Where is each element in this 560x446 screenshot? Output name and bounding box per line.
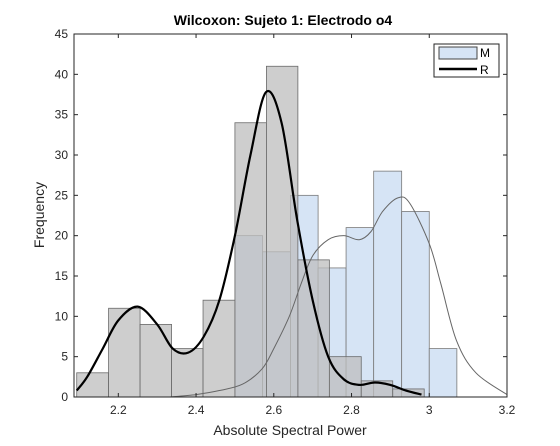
y-tick-label: 45 (55, 27, 69, 41)
series-r-bar-5 (234, 122, 267, 398)
series-m-bar-7 (428, 348, 458, 398)
y-axis-ticks: 0 5 10 15 20 25 30 35 40 45 (55, 27, 507, 404)
x-axis-label: Absolute Spectral Power (213, 422, 367, 438)
y-tick-label: 15 (55, 269, 69, 283)
y-tick-label: 40 (55, 67, 69, 81)
y-tick-label: 20 (55, 229, 69, 243)
x-tick-label: 2.4 (188, 403, 205, 417)
x-tick-label: 3 (426, 403, 433, 417)
legend-label-m: M (480, 46, 490, 60)
series-r-bar-6 (266, 65, 299, 398)
y-tick-label: 25 (55, 188, 69, 202)
plot-area (75, 65, 508, 398)
y-tick-label: 0 (61, 390, 68, 404)
y-tick-label: 35 (55, 108, 69, 122)
y-axis-label: Frequency (31, 182, 47, 248)
series-r-density-curve (75, 89, 422, 396)
axes: 2.2 2.4 2.6 2.8 3 3.2 0 5 10 15 20 25 30 35 40 45 (55, 27, 516, 417)
x-tick-label: 2.2 (110, 403, 127, 417)
legend-label-r: R (480, 63, 489, 77)
series-r-bar-7 (297, 259, 330, 398)
chart-title: Wilcoxon: Sujeto 1: Electrodo o4 (174, 12, 393, 28)
axes-box (73, 33, 508, 398)
series-m-density-curve (168, 196, 508, 398)
series-r-bar-4 (202, 299, 236, 398)
legend[interactable]: M R (433, 43, 500, 78)
y-tick-label: 10 (55, 309, 69, 323)
x-tick-label: 2.6 (265, 403, 282, 417)
series-r-bar-3 (171, 348, 204, 398)
x-tick-label: 2.8 (343, 403, 360, 417)
x-axis-ticks: 2.2 2.4 2.6 2.8 3 3.2 (110, 34, 516, 417)
y-tick-label: 5 (61, 350, 68, 364)
series-r-bar-2 (139, 323, 172, 398)
series-m-bar-6 (401, 211, 430, 398)
x-tick-label: 3.2 (499, 403, 516, 417)
series-r-bar-8 (328, 356, 362, 398)
y-tick-label: 30 (55, 148, 69, 162)
series-r-bar-1 (108, 307, 141, 398)
legend-swatch-m (438, 46, 478, 60)
